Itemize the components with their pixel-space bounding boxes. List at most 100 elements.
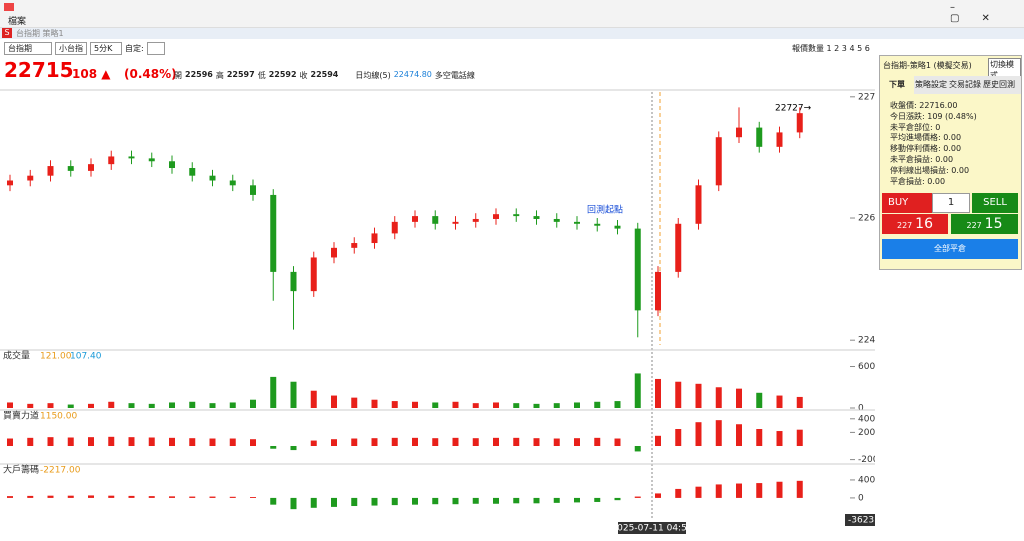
candle-body [634,228,641,311]
candle-body [452,221,459,224]
tab[interactable]: 下單 [880,76,914,94]
sell-button[interactable]: SELL [972,193,1018,213]
candle-body [270,194,277,272]
bar [655,493,661,498]
bar [310,390,317,408]
ma-label: 日均線(5) [355,71,391,80]
app-icon [4,3,14,11]
bar [533,403,540,408]
bar [391,497,398,506]
window-controls[interactable]: –▢✕ [950,2,1012,24]
menu-file[interactable]: 檔案 [8,17,27,27]
tab[interactable]: 歷史回測 [983,80,1015,89]
y-tick-label: 22489 [858,336,875,346]
bar [756,392,763,408]
buy-button[interactable]: BUY [882,193,934,213]
bar [432,402,439,408]
bar [169,496,175,498]
candle-body [169,161,175,168]
close-all-button[interactable]: 全部平倉 [882,239,1018,259]
high-label: 高 [215,71,224,80]
ask: 15 [984,216,1003,232]
y-tick-label: 22616 [858,214,875,224]
bar [493,437,499,446]
panel-title: 台指期-策略1 (模擬交易) [883,61,972,70]
bar [108,495,115,498]
bar [594,401,601,408]
candle-body [493,214,499,219]
toolbar: 台指期 小台指 5分K 自定: [4,42,165,55]
bar [553,403,560,408]
bar [634,373,641,408]
bar [128,437,135,446]
bar [715,420,722,446]
bar [27,403,34,408]
bar [229,402,236,408]
candle-body [796,113,803,133]
candle-body [715,137,722,186]
last-price: 22715 [4,58,74,82]
bar [736,483,742,498]
open: 22596 [185,70,213,79]
bar [634,446,641,452]
bar [331,439,337,446]
bar [371,438,378,446]
tab[interactable]: 策略設定 [915,80,947,89]
bar [209,438,216,446]
inner-title: 台指期 策略1 [16,29,64,38]
bar [47,495,54,498]
tab[interactable]: 交易記錄 [949,80,981,89]
bar [736,424,742,446]
custom-input[interactable] [146,42,165,55]
info-line: 未平倉部位: 0 [890,122,941,132]
bid-button[interactable]: 227 16 [882,214,948,234]
candle-body [27,175,34,181]
sub-select[interactable]: 小台指 [55,42,87,55]
bar [7,496,13,498]
panel-readout: 1150.00 [40,412,77,422]
ask-button[interactable]: 227 15 [951,214,1018,234]
period-select[interactable]: 5分K [90,42,122,55]
bar [796,396,803,408]
app-bar: 檔案 –▢✕ [0,0,1024,28]
panel-title: 成交量 [3,350,30,362]
bar [290,497,297,510]
candle-body [67,166,74,171]
qty-input[interactable]: 1 [932,193,970,213]
bar [371,497,378,506]
bar [27,495,34,498]
bar [351,397,358,408]
bar [189,438,196,446]
bar [209,496,216,498]
bar [594,437,601,446]
bar [513,437,520,446]
bar [574,402,580,408]
bar [270,446,277,449]
bar [655,378,661,408]
bar [229,438,236,446]
inner-title-bar: S 台指期 策略1 [0,28,1024,39]
bar [756,483,763,498]
candle-body [594,223,601,226]
bar [128,495,135,498]
candle-body [108,156,115,165]
bar [533,497,540,504]
bar [675,381,682,408]
product-select[interactable]: 台指期 [4,42,52,55]
open-label: 開 [174,71,182,80]
info-line: 移動停利價格: 0.00 [890,144,962,154]
candle-body [250,185,256,195]
candle-body [189,167,196,176]
info-line: 今日漲跌: 109 (0.48%) [890,111,977,121]
ma-extra: 多空電話線 [434,71,475,80]
bar [148,403,155,408]
date-box [618,522,686,534]
bar [472,438,479,446]
candle-body [695,185,702,224]
bar [736,388,742,408]
bar [614,497,621,501]
